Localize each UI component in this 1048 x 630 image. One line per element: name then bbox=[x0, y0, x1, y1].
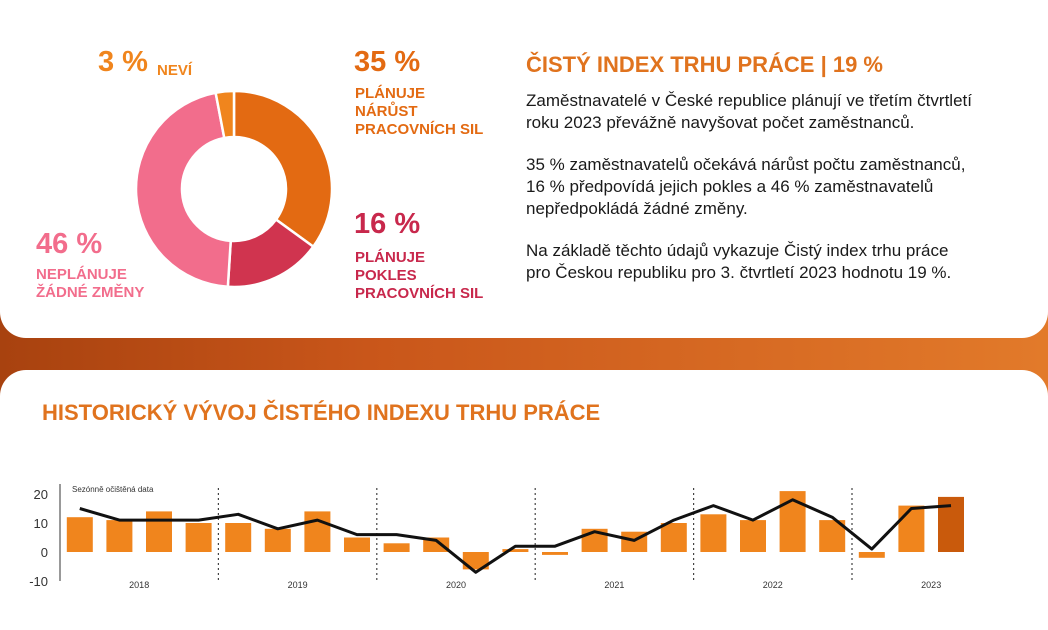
bar bbox=[462, 552, 489, 570]
increase-label: PLÁNUJE NÁRŮST PRACOVNÍCH SIL bbox=[355, 85, 483, 139]
bar bbox=[146, 511, 172, 552]
bar bbox=[660, 523, 687, 552]
nochange-label-line: NEPLÁNUJE bbox=[36, 266, 127, 283]
year-label: 2023 bbox=[921, 580, 941, 590]
year-label: 2022 bbox=[763, 580, 783, 590]
year-label: 2019 bbox=[288, 580, 308, 590]
paragraph-line: Na základě těchto údajů vykazuje Čistý i… bbox=[526, 241, 949, 260]
bar bbox=[383, 543, 410, 552]
nochange-percent: 46 % bbox=[36, 228, 103, 260]
history-card: HISTORICKÝ VÝVOJ ČISTÉHO INDEXU TRHU PRÁ… bbox=[0, 370, 1048, 630]
bar bbox=[106, 520, 133, 552]
y-tick-label: -10 bbox=[29, 574, 48, 589]
bar bbox=[898, 505, 925, 552]
y-tick-label: 10 bbox=[34, 516, 48, 531]
bar bbox=[502, 549, 529, 552]
nochange-label-line: ŽÁDNÉ ZMĚNY bbox=[36, 284, 145, 301]
paragraph-line: pro Českou republiku pro 3. čtvrtletí 20… bbox=[526, 263, 952, 282]
year-label: 2021 bbox=[604, 580, 624, 590]
year-label: 2020 bbox=[446, 580, 466, 590]
increase-label-line: PLÁNUJE bbox=[355, 85, 426, 102]
summary-paragraph: 35 % zaměstnavatelů očekává nárůst počtu… bbox=[526, 154, 1026, 220]
paragraph-line: nepředpokládá žádné změny. bbox=[526, 199, 748, 218]
history-chart: 20 10 0 -10 Sezónně očištěná data 2018 2019 202… bbox=[29, 484, 964, 590]
summary-card: 3 % NEVÍ 35 % PLÁNUJE NÁRŮST PRACOVNÍCH … bbox=[36, 46, 1026, 303]
y-tick-label: 0 bbox=[41, 545, 48, 560]
dontknow-label: NEVÍ bbox=[157, 62, 192, 80]
bar bbox=[225, 523, 252, 552]
bar bbox=[542, 552, 568, 555]
increase-percent: 35 % bbox=[354, 46, 421, 78]
summary-paragraph: Zaměstnavatelé v České republice plánují… bbox=[526, 90, 1026, 134]
dontknow-percent: 3 % bbox=[98, 46, 148, 78]
index-headline: ČISTÝ INDEX TRHU PRÁCE | 19 % bbox=[526, 52, 883, 77]
nochange-label: NEPLÁNUJE ŽÁDNÉ ZMĚNY bbox=[36, 266, 144, 302]
bar bbox=[423, 537, 450, 552]
chart-note: Sezónně očištěná data bbox=[72, 485, 154, 494]
y-tick-label: 20 bbox=[34, 487, 48, 502]
decrease-label-line: POKLES bbox=[355, 267, 417, 284]
bar bbox=[304, 511, 331, 552]
bar bbox=[858, 552, 885, 558]
paragraph-line: Zaměstnavatelé v České republice plánují… bbox=[526, 91, 972, 110]
history-title: HISTORICKÝ VÝVOJ ČISTÉHO INDEXU TRHU PRÁ… bbox=[42, 400, 601, 425]
donut-slice-dontknow bbox=[214, 89, 236, 140]
increase-label-line: PRACOVNÍCH SIL bbox=[355, 121, 484, 138]
decrease-label-line: PLÁNUJE bbox=[355, 249, 426, 266]
summary-paragraph: Na základě těchto údajů vykazuje Čistý i… bbox=[526, 240, 1026, 284]
decrease-label-line: PRACOVNÍCH SIL bbox=[355, 285, 484, 302]
decrease-percent: 16 % bbox=[354, 208, 421, 240]
bar bbox=[185, 523, 212, 552]
paragraph-line: 16 % předpovídá jejich pokles a 46 % zam… bbox=[526, 177, 934, 196]
dontknow-label-line: NEVÍ bbox=[157, 62, 193, 79]
decrease-label: PLÁNUJE POKLES PRACOVNÍCH SIL bbox=[355, 249, 483, 303]
donut-slice-nochange bbox=[134, 91, 233, 289]
bar bbox=[264, 528, 291, 552]
donut-chart bbox=[134, 89, 334, 289]
paragraph-line: roku 2023 převážně navyšovat počet zaměs… bbox=[526, 113, 915, 132]
bar bbox=[66, 517, 93, 552]
donut-slice-increase bbox=[232, 89, 334, 249]
bar bbox=[344, 537, 370, 552]
year-label: 2018 bbox=[129, 580, 149, 590]
index-line bbox=[79, 498, 952, 574]
paragraph-line: 35 % zaměstnavatelů očekává nárůst počtu… bbox=[526, 155, 966, 174]
bar bbox=[700, 514, 727, 552]
bar bbox=[740, 520, 766, 552]
increase-label-line: NÁRŮST bbox=[355, 103, 418, 120]
